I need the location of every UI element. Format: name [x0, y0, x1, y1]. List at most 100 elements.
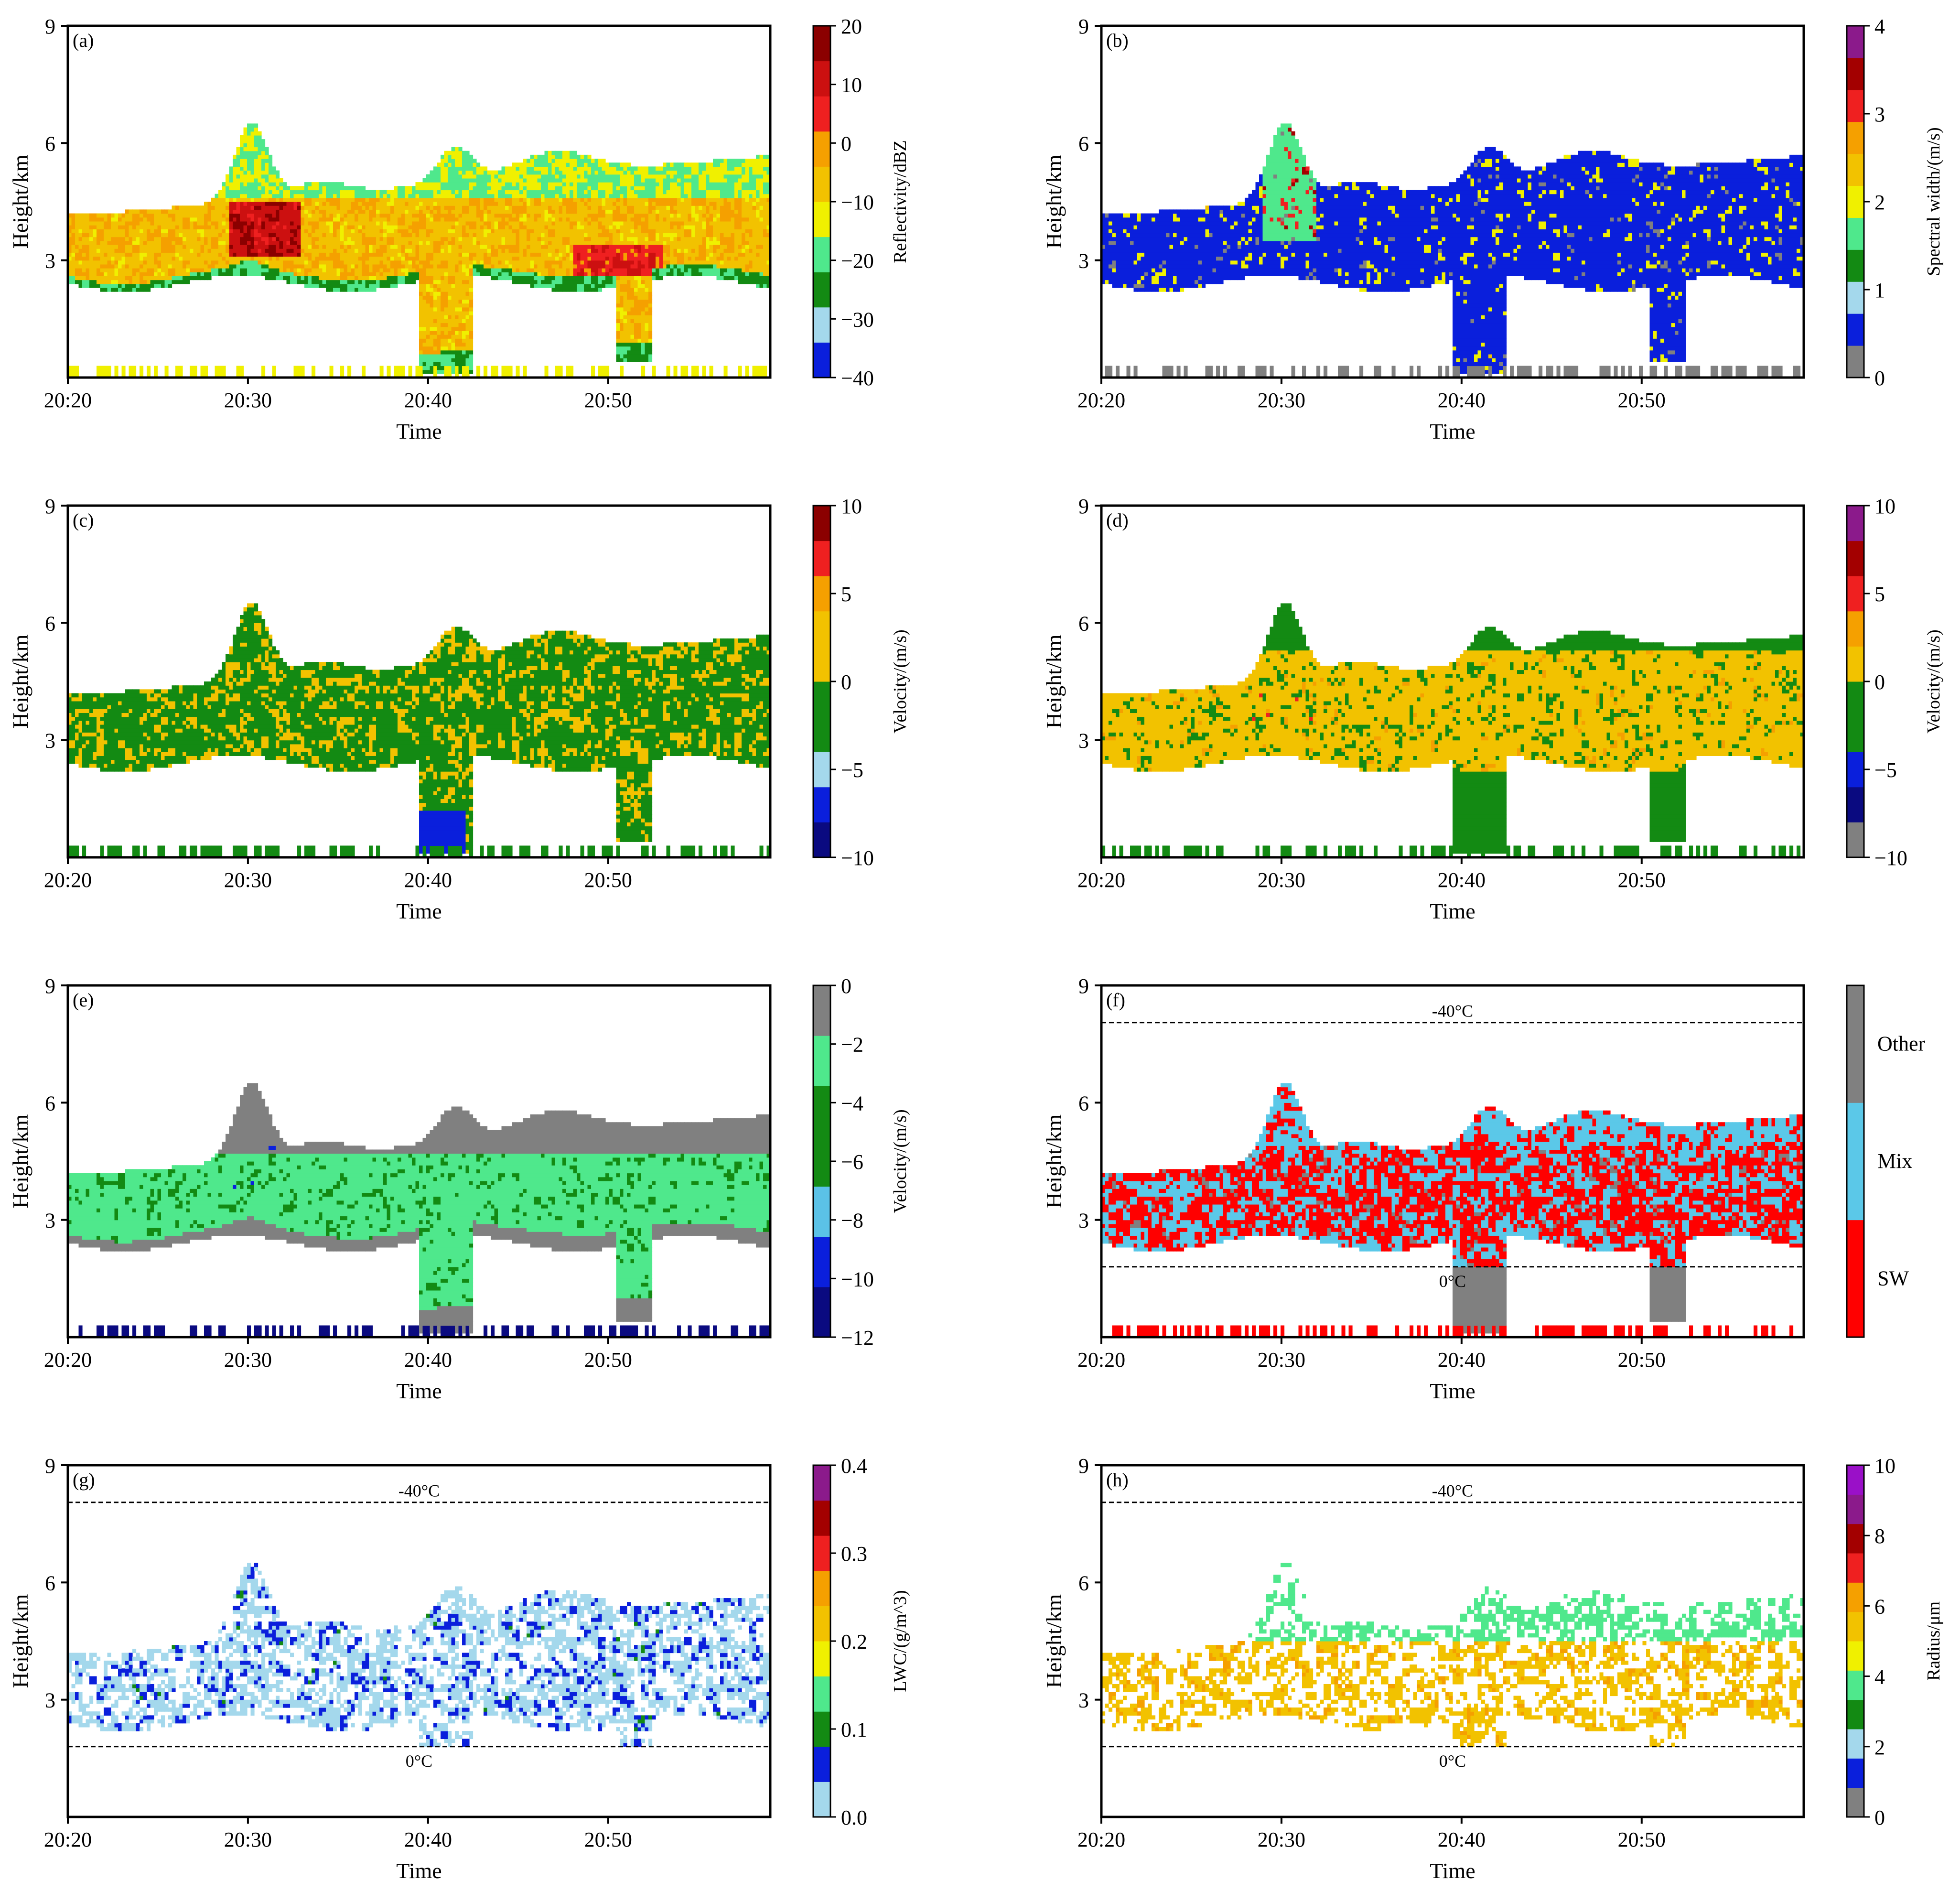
panel-label: (b)	[1106, 30, 1129, 51]
isotherm-label: 0°C	[1439, 1272, 1466, 1291]
panel-b: (b) 20:20 20:30 20:40 20:50 Time 3 6 9 Height/km 0…	[1042, 15, 1944, 443]
x-tick-label: 20:20	[44, 1348, 92, 1372]
y-axis-label: Height/km	[1042, 1594, 1066, 1688]
colorbar-label: Reflectivity/dBZ	[890, 140, 910, 263]
y-axis-label: Height/km	[1042, 154, 1066, 249]
colorbar-swatch	[1847, 576, 1864, 612]
colorbar-tick-label: 2	[1874, 1736, 1885, 1759]
x-tick-label: 20:50	[1618, 1348, 1666, 1372]
x-tick-label: 20:50	[584, 389, 632, 412]
colorbar-tick-label: 2	[1874, 191, 1885, 214]
x-axis-label: Time	[396, 1379, 442, 1403]
colorbar-swatch	[813, 237, 830, 272]
x-tick-label: 20:30	[1258, 868, 1305, 892]
colorbar-swatch	[1847, 1758, 1864, 1788]
colorbar-tick-label: 0.3	[841, 1542, 867, 1566]
plot-frame	[66, 24, 772, 379]
colorbar-swatch	[1847, 57, 1864, 90]
x-tick-label: 20:30	[224, 868, 272, 892]
panel-label: (a)	[73, 30, 94, 51]
colorbar-category: Mix	[1877, 1149, 1912, 1173]
plot-frame	[1100, 24, 1805, 379]
colorbar-tick-label: 10	[841, 495, 862, 518]
panel-label: (d)	[1106, 509, 1129, 531]
y-tick-label: 3	[1078, 729, 1089, 753]
x-tick-label: 20:50	[1618, 1828, 1666, 1851]
colorbar-swatch	[813, 166, 830, 202]
colorbar-swatch	[813, 307, 830, 343]
colorbar-swatch	[1847, 1787, 1864, 1817]
x-axis-label: Time	[1430, 1379, 1475, 1403]
x-tick-label: 20:50	[584, 1828, 632, 1851]
panel-f: -40°C 0°C (f) 20:20 20:30 20:40 20:50 Time 3 6 9 He…	[1042, 974, 1926, 1403]
heatmap-field	[68, 603, 771, 858]
y-axis-label: Height/km	[1042, 1114, 1066, 1208]
colorbar: −10 −5 0 5 10 Velocity/(m/s)	[1846, 495, 1944, 870]
colorbar: 0 2 4 6 8 10 Radius/μm	[1846, 1454, 1944, 1829]
panel-g: -40°C 0°C (g) 20:20 20:30 20:40 20:50 Time 3 6 9 He…	[8, 1454, 910, 1883]
y-tick-label: 6	[1078, 1091, 1089, 1115]
colorbar-swatch	[813, 576, 830, 612]
colorbar-swatch	[1847, 1670, 1864, 1700]
x-axis-label: Time	[396, 419, 442, 443]
colorbar-swatch	[1847, 1553, 1864, 1583]
colorbar-tick-label: −10	[841, 191, 874, 214]
colorbar-tick-label: −5	[841, 758, 863, 782]
colorbar-label: Velocity/(m/s)	[1924, 629, 1944, 733]
x-axis-label: Time	[1430, 1859, 1475, 1883]
colorbar-tick-label: 0	[841, 132, 851, 155]
heatmap-field	[1101, 1563, 1804, 1747]
colorbar-swatch	[1847, 1220, 1864, 1338]
colorbar-swatch	[813, 272, 830, 308]
x-tick-label: 20:30	[1258, 389, 1305, 412]
colorbar-swatch	[1847, 1524, 1864, 1554]
colorbar-tick-label: −5	[1874, 758, 1897, 782]
colorbar-swatch	[813, 752, 830, 788]
x-tick-label: 20:40	[1438, 868, 1486, 892]
panel-h: -40°C 0°C (h) 20:20 20:30 20:40 20:50 Time 3 6 9 He…	[1042, 1454, 1944, 1883]
colorbar-swatch	[1847, 681, 1864, 717]
plot-frame	[66, 1464, 772, 1818]
colorbar-tick-label: −8	[841, 1209, 863, 1232]
colorbar-label: Velocity/(m/s)	[890, 1109, 910, 1213]
colorbar: −10 −5 0 5 10 Velocity/(m/s)	[812, 495, 910, 870]
colorbar-category: Other	[1877, 1032, 1926, 1056]
colorbar-swatch	[813, 1606, 830, 1642]
y-axis-label: Height/km	[8, 154, 32, 249]
x-tick-label: 20:30	[1258, 1828, 1305, 1851]
colorbar-swatch	[1847, 1611, 1864, 1642]
colorbar-tick-label: −40	[841, 367, 874, 390]
panel-label: (g)	[73, 1469, 95, 1491]
heatmap-field	[68, 123, 771, 378]
heatmap-field	[68, 1563, 771, 1747]
colorbar-tick-label: 10	[841, 74, 862, 97]
colorbar-swatch	[813, 1746, 830, 1782]
plot-frame	[1100, 1464, 1805, 1818]
heatmap-field	[1101, 603, 1804, 858]
colorbar-tick-label: −12	[841, 1326, 874, 1350]
isotherm-label: 0°C	[406, 1751, 432, 1771]
y-tick-label: 3	[45, 1209, 55, 1232]
colorbar-label: Spectral width/(m/s)	[1924, 127, 1944, 276]
colorbar-swatch	[813, 506, 830, 541]
colorbar-swatch	[1847, 121, 1864, 154]
y-tick-label: 6	[45, 1091, 55, 1115]
colorbar-tick-label: 10	[1874, 1454, 1895, 1478]
colorbar-swatch	[813, 611, 830, 647]
plot-frame	[66, 504, 772, 859]
colorbar-swatch	[813, 1535, 830, 1571]
colorbar-tick-label: 4	[1874, 1665, 1885, 1689]
colorbar-swatch	[813, 1036, 830, 1086]
y-tick-label: 6	[1078, 132, 1089, 155]
colorbar-tick-label: 0	[1874, 367, 1885, 390]
colorbar-tick-label: 0	[1874, 670, 1885, 694]
isotherm-label: -40°C	[1432, 1002, 1473, 1021]
panel-c: (c) 20:20 20:30 20:40 20:50 Time 3 6 9 Height/km −…	[8, 495, 910, 923]
colorbar-tick-label: 4	[1874, 15, 1885, 38]
x-tick-label: 20:40	[1438, 1348, 1486, 1372]
x-tick-label: 20:50	[1618, 868, 1666, 892]
y-tick-label: 9	[1078, 1454, 1089, 1478]
colorbar-swatch	[813, 787, 830, 822]
colorbar-swatch	[1847, 26, 1864, 58]
colorbar-swatch	[813, 342, 830, 378]
